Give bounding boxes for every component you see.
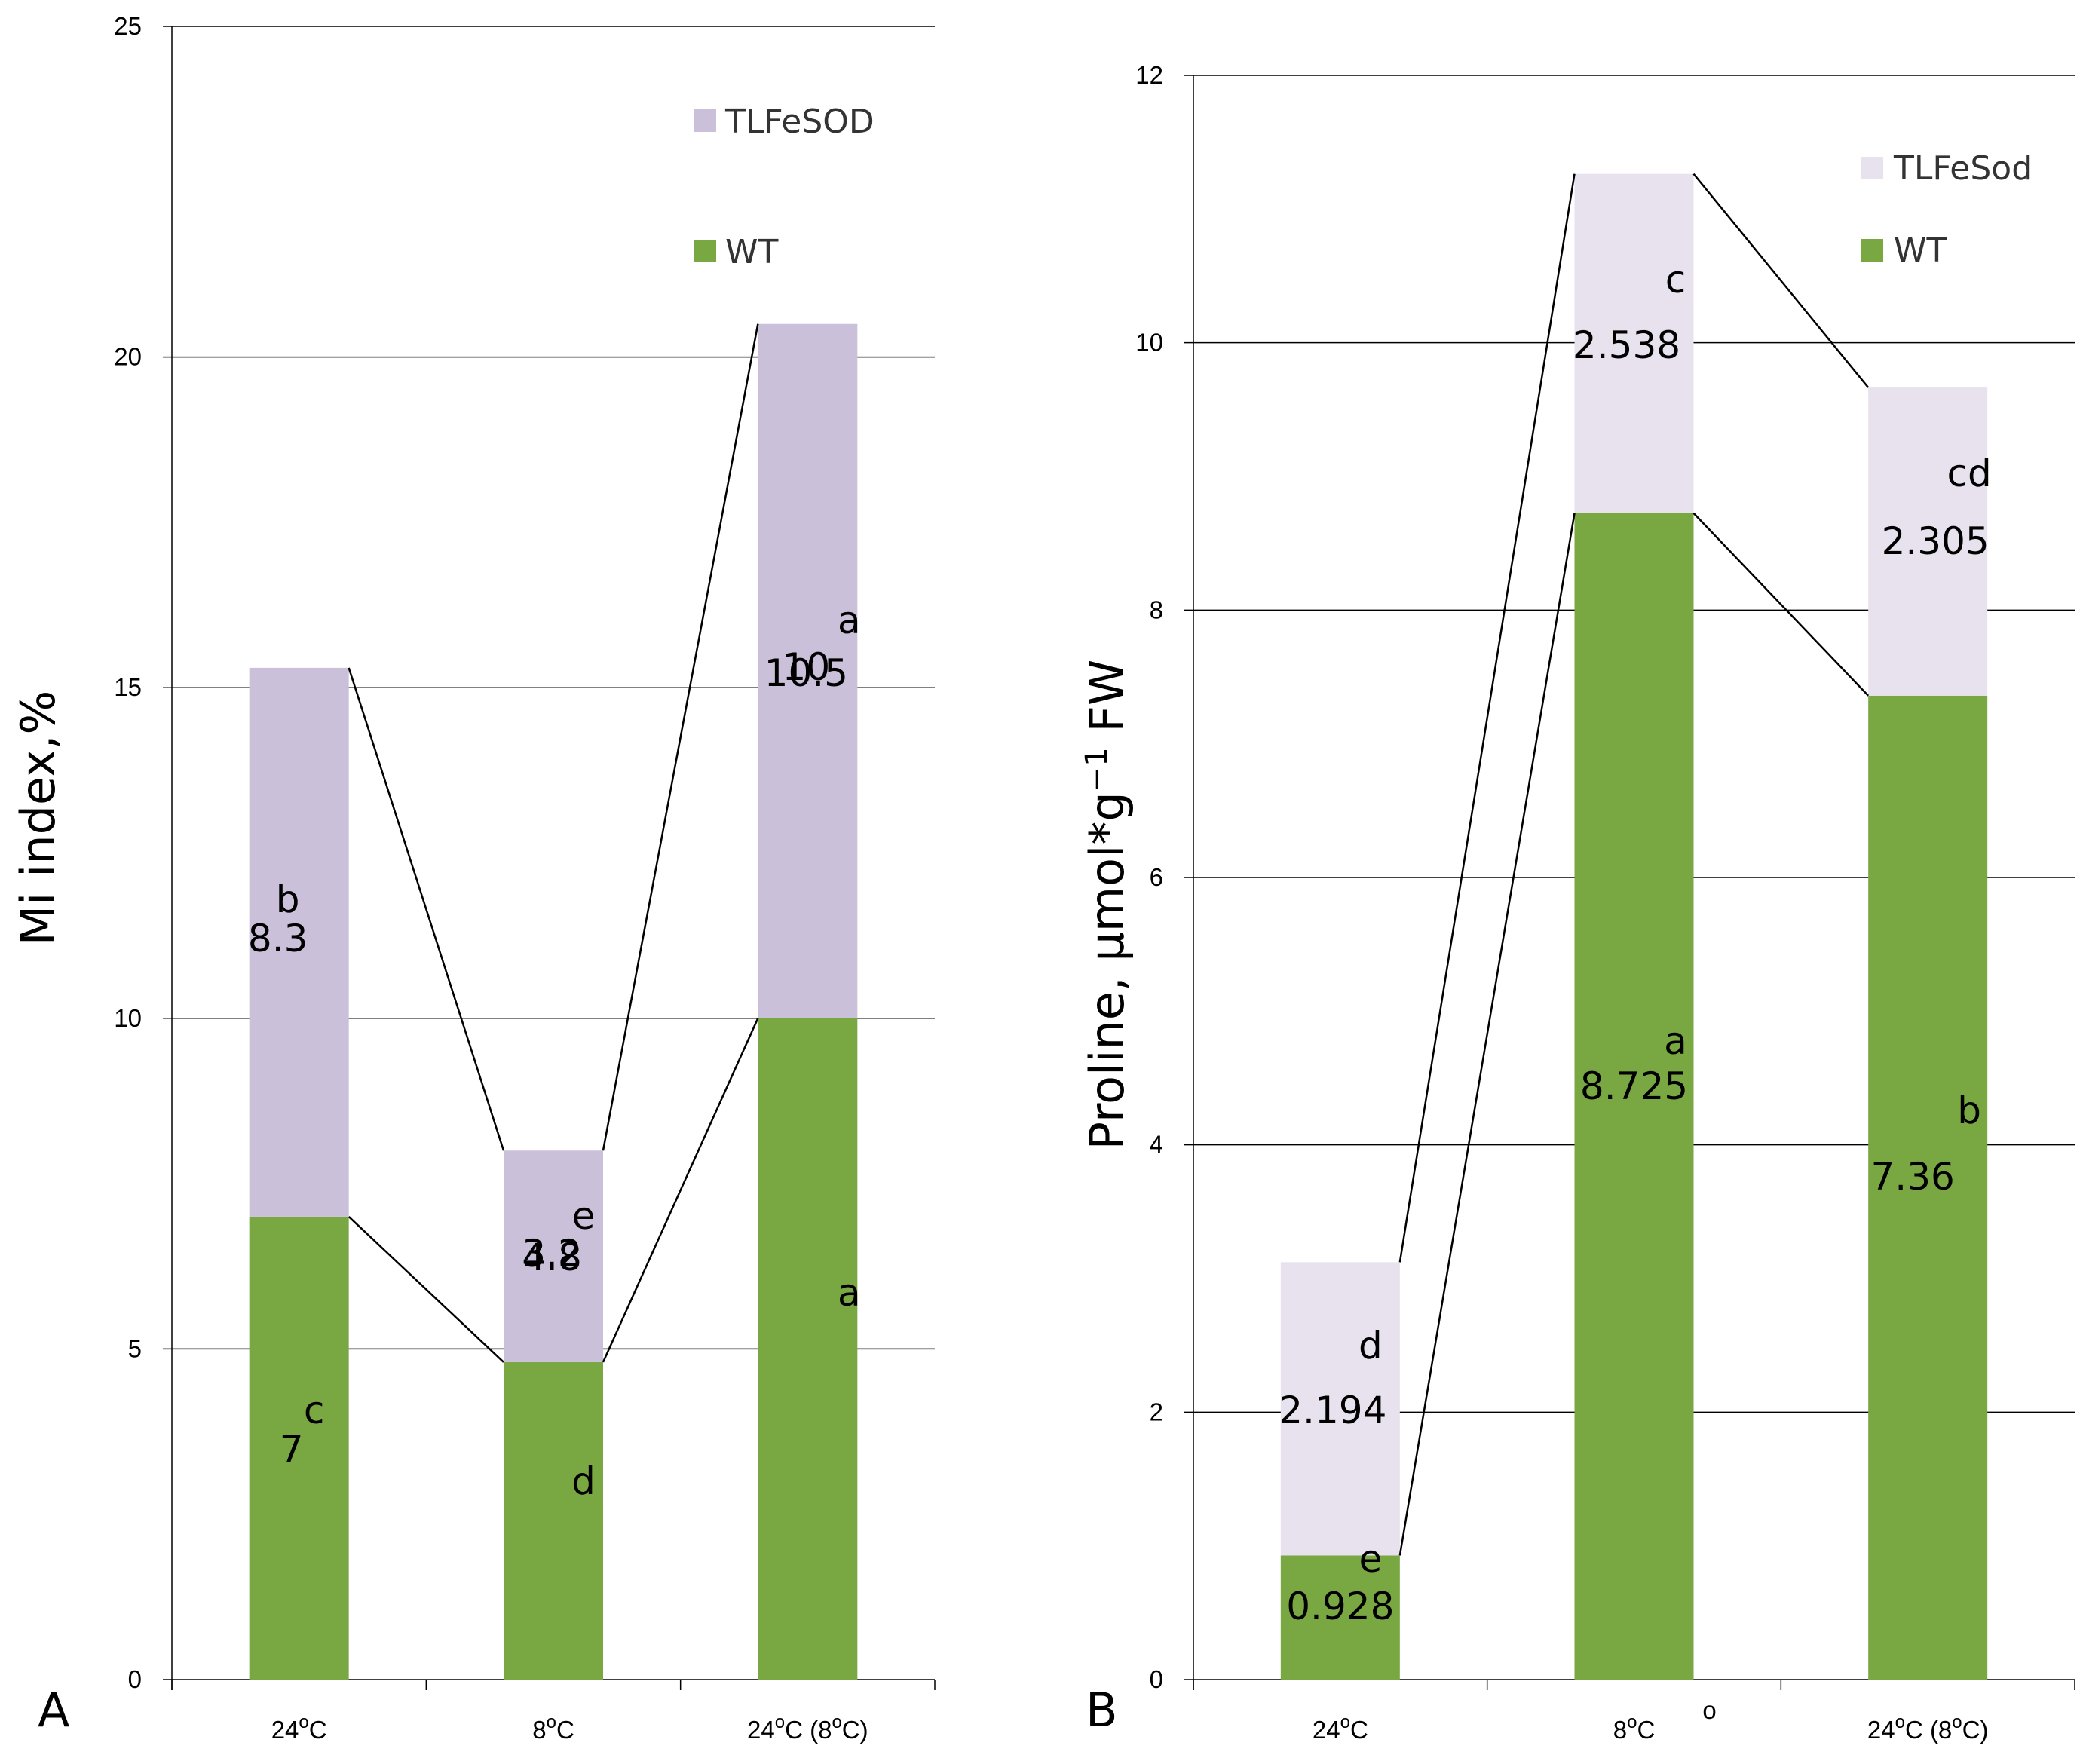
x-tick-mark-extra: o bbox=[1702, 1696, 1716, 1724]
legend-label-wt: WT bbox=[725, 233, 779, 271]
y-tick-label: 0 bbox=[128, 1665, 142, 1693]
x-tick-label: 24oC bbox=[271, 1712, 327, 1744]
significance-letter-wt: d bbox=[571, 1459, 596, 1503]
y-tick-label: 2 bbox=[1150, 1398, 1163, 1426]
y-tick-label: 0 bbox=[1150, 1665, 1163, 1693]
data-label-tlfesod: 2.305 bbox=[1882, 519, 1990, 563]
y-tick-label: 6 bbox=[1150, 863, 1163, 891]
data-label-tlfesod: 3.2 bbox=[522, 1232, 582, 1276]
significance-letter-wt: a bbox=[838, 1271, 861, 1315]
y-tick-label: 25 bbox=[114, 12, 142, 40]
data-label-wt: 7 bbox=[280, 1428, 304, 1472]
legend-label-wt: WT bbox=[1894, 231, 1947, 270]
y-tick-label: 5 bbox=[128, 1334, 142, 1362]
data-label-wt: 0.928 bbox=[1286, 1585, 1394, 1628]
significance-letter-wt: c bbox=[304, 1389, 325, 1432]
significance-letter-wt: a bbox=[1664, 1019, 1687, 1063]
data-label-wt: 10 bbox=[783, 645, 831, 689]
bar-tlfesod bbox=[249, 667, 349, 1217]
data-label-tlfesod: 2.538 bbox=[1573, 323, 1680, 367]
bar-tlfesod bbox=[1868, 387, 1988, 696]
legend-label-tlfesod: TLFeSod bbox=[1893, 149, 2032, 188]
data-label-wt: 7.36 bbox=[1871, 1155, 1955, 1199]
legend-swatch-tlfesod bbox=[1861, 157, 1883, 179]
legend-swatch-wt bbox=[1861, 239, 1883, 262]
data-label-wt: 4.8 bbox=[522, 1236, 582, 1279]
x-tick-label: 8oC bbox=[532, 1712, 574, 1744]
significance-letter-tlfesod: d bbox=[1359, 1324, 1383, 1367]
connector-line-total bbox=[602, 323, 759, 1151]
data-label-wt: 8.725 bbox=[1580, 1064, 1688, 1108]
bar-wt bbox=[1868, 695, 1988, 1680]
connector-line-wt bbox=[348, 1216, 504, 1363]
legend-label-tlfesod: TLFeSOD bbox=[724, 103, 875, 141]
significance-letter-wt: b bbox=[1957, 1089, 1981, 1132]
bar-tlfesod bbox=[758, 323, 858, 1018]
y-tick-label: 8 bbox=[1150, 596, 1163, 623]
x-tick-label: 24oC (8oC) bbox=[747, 1712, 868, 1744]
bar-tlfesod bbox=[1574, 173, 1694, 513]
y-axis-title: Mi index,% bbox=[11, 691, 66, 946]
y-tick-label: 10 bbox=[114, 1004, 142, 1032]
significance-letter-tlfesod: e bbox=[572, 1194, 596, 1238]
x-tick-label: 24oC bbox=[1313, 1712, 1368, 1744]
significance-letter-tlfesod: b bbox=[276, 877, 300, 921]
chart-panel-a: 05101520257c8.3b24oC4.8d3.2e8oC10a10.5a2… bbox=[11, 12, 936, 1744]
data-label-tlfesod: 2.194 bbox=[1279, 1389, 1386, 1432]
significance-letter-tlfesod: cd bbox=[1947, 452, 1992, 495]
legend-swatch-tlfesod bbox=[694, 109, 716, 132]
significance-letter-tlfesod: c bbox=[1665, 258, 1686, 302]
data-label-tlfesod: 10.5 bbox=[764, 651, 848, 695]
y-tick-label: 15 bbox=[114, 673, 142, 701]
connector-line-wt bbox=[1692, 512, 1870, 697]
y-axis-title: Proline, µmol*g−1 FW bbox=[1080, 660, 1135, 1150]
data-label-tlfesod: 8.3 bbox=[248, 917, 308, 960]
bar-wt bbox=[1574, 513, 1694, 1680]
x-tick-label: 8oC bbox=[1613, 1712, 1656, 1744]
y-tick-label: 10 bbox=[1135, 329, 1163, 357]
y-tick-label: 4 bbox=[1150, 1131, 1163, 1159]
connector-line-total bbox=[1398, 173, 1576, 1263]
bar-wt bbox=[758, 1018, 858, 1680]
connector-line-total bbox=[348, 667, 505, 1151]
x-tick-label: 24oC (8oC) bbox=[1867, 1712, 1989, 1744]
bar-wt bbox=[504, 1361, 603, 1680]
bar-tlfesod bbox=[504, 1150, 603, 1362]
panel-letter: A bbox=[38, 1683, 69, 1738]
bar-wt bbox=[1280, 1555, 1400, 1680]
connector-line-wt bbox=[1398, 513, 1576, 1556]
connector-line-total bbox=[1692, 173, 1870, 388]
y-tick-label: 20 bbox=[114, 343, 142, 371]
panel-letter: B bbox=[1086, 1683, 1118, 1738]
connector-line-wt bbox=[602, 1018, 759, 1363]
significance-letter-wt: e bbox=[1359, 1537, 1382, 1581]
bar-wt bbox=[249, 1216, 349, 1680]
y-tick-label: 12 bbox=[1135, 61, 1163, 89]
bar-tlfesod bbox=[1280, 1262, 1400, 1556]
significance-letter-tlfesod: a bbox=[838, 599, 861, 642]
legend-swatch-wt bbox=[694, 240, 716, 262]
